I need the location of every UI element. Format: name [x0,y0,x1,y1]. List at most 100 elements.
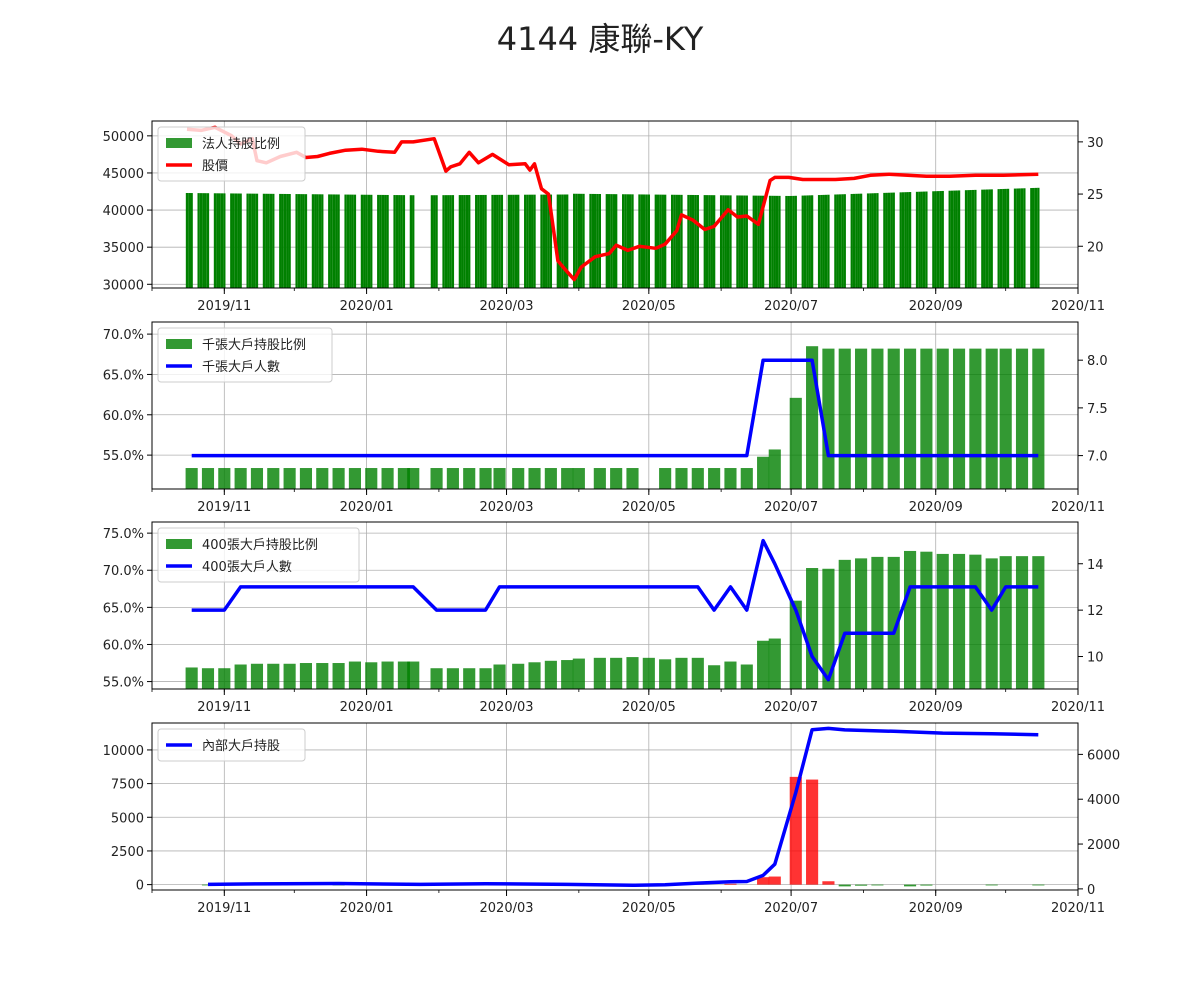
bar [346,194,350,288]
bar [512,194,515,288]
bar [524,194,527,288]
bar [213,193,217,288]
bar [500,194,504,288]
bar [353,194,357,288]
bar [724,468,737,489]
bar [920,884,933,886]
bar [528,662,541,689]
bar [512,468,525,489]
bar [999,348,1012,489]
bar [948,190,951,288]
bar [337,194,340,288]
x-tick-label: 2020/01 [340,299,394,314]
panel-1000-lot-holders: 2019/11 2020/01 2020/03 2020/05 2020/07 2020/… [103,321,1108,515]
legend-swatch-bar [166,138,192,148]
bar [773,195,776,288]
bar [719,195,723,288]
x-tick-label: 2019/11 [197,901,251,916]
y-tick-label-right: 7.0 [1087,450,1108,465]
bar [367,194,371,288]
bar [267,663,280,689]
bar [250,468,264,489]
bar [724,195,727,288]
bar [677,194,681,288]
bar [971,189,975,288]
bar [370,194,373,288]
legend: 400張大戶持股比例 400張大戶人數 [157,527,360,583]
y-tick-label-right: 8.0 [1087,354,1108,369]
bar [969,554,982,689]
bar [234,193,238,288]
bar [850,193,853,288]
bar [759,195,762,288]
bar [789,397,802,489]
bar [988,189,991,288]
plot-frame [151,521,1079,690]
bar [787,195,790,288]
x-tick-label: 2020/03 [480,700,534,715]
y-tick-label-right: 2000 [1087,838,1120,853]
legend-label: 股價 [202,159,228,174]
bar [365,468,378,489]
bar [575,193,578,288]
bar [286,193,289,288]
bar [654,194,657,288]
bar [855,348,868,489]
bar [397,468,410,489]
x-tick-label: 2020/01 [340,901,394,916]
y-tick-label-left: 7500 [111,778,144,793]
bar [687,194,690,288]
series-line [207,726,1039,888]
bar [822,348,835,489]
bar [836,194,839,288]
bar [218,668,231,689]
bar [997,189,1000,288]
bar [335,194,338,288]
bar [626,468,639,489]
bar [234,664,247,689]
bar [580,193,583,288]
bar [190,193,193,288]
bar [314,194,317,288]
bar [904,192,907,288]
y-tick-label-left: 65.0% [103,368,144,383]
bar [365,662,378,689]
bar [430,195,434,288]
bar [332,663,345,689]
bar [255,193,259,288]
x-tick-label: 2019/11 [197,700,251,715]
bar [544,660,557,689]
bar [451,195,455,288]
bar [288,194,291,288]
bar [964,190,968,288]
bar [365,194,368,288]
legend-box [157,728,306,762]
bar [691,657,704,689]
bar [822,568,835,689]
bar [932,191,935,288]
bar [936,348,949,489]
plot-frame [151,120,1079,289]
bar [757,195,760,288]
bar [903,884,917,887]
bar [883,192,886,288]
y-tick-label-left: 35000 [103,241,144,256]
bar [589,193,592,288]
bar [491,194,494,288]
bar [566,194,569,288]
bar [269,193,273,288]
bar [922,191,926,288]
bar [482,194,485,288]
bar [220,193,224,288]
x-tick-label: 2020/03 [480,299,534,314]
bar [239,193,242,288]
bar [201,884,215,886]
y-tick-label-right: 12 [1087,604,1104,619]
bar [610,194,613,288]
y-tick-label-right: 6000 [1087,748,1120,763]
bar [827,194,830,288]
bar [1032,348,1045,489]
bar [517,194,520,288]
x-tick-label: 2020/11 [1051,500,1105,515]
bar [409,195,413,288]
